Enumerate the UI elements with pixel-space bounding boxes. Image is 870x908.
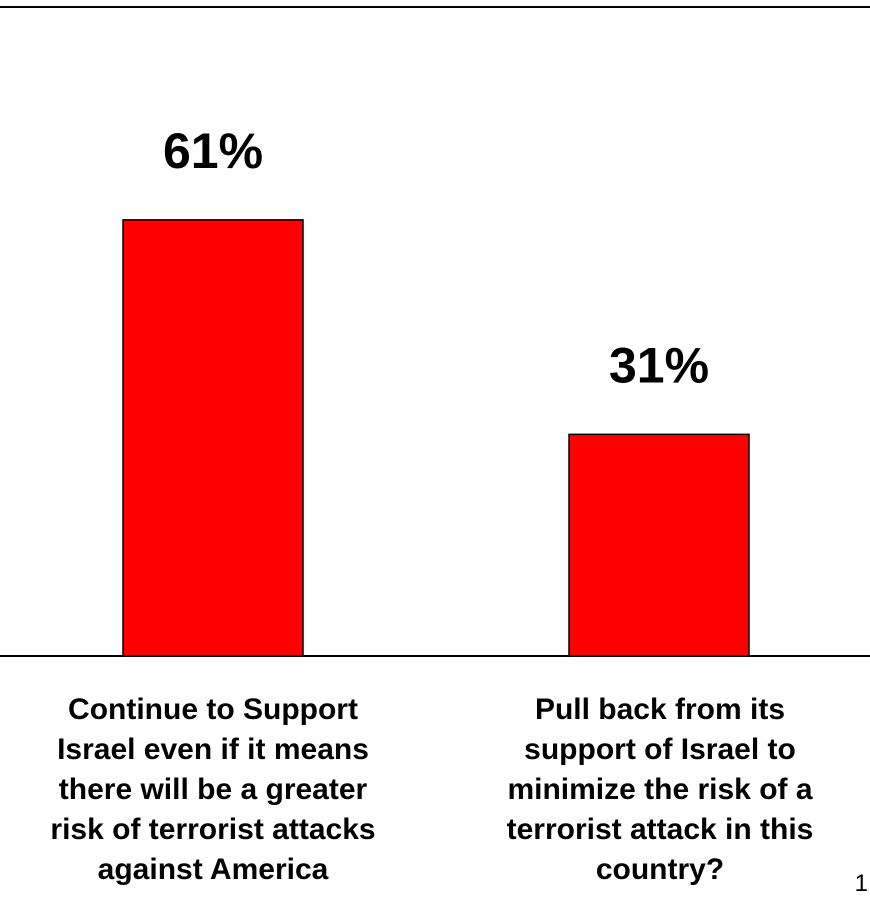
category-label-line: support of Israel to [524,733,796,766]
category-label-line: there will be a greater [58,773,368,806]
category-label-line: minimize the risk of a [507,773,813,806]
category-label-line: against America [97,853,329,886]
bar-0 [122,219,304,657]
category-label-line: terrorist attack in this [506,813,814,846]
category-label-line: Israel even if it means [57,733,369,766]
category-label-line: country? [595,853,725,886]
category-label-1: Pull back from its support of Israel to mi… [460,690,860,890]
bars: 61% 31% [122,123,750,657]
data-label-1: 31% [609,337,709,393]
category-label-line: risk of terrorist attacks [50,813,376,846]
data-label-0: 61% [163,123,263,179]
page-number: 1 [854,870,868,897]
category-label-line: Pull back from its [534,693,786,726]
category-label-0: Continue to Support Israel even if it mea… [13,690,413,890]
bar-1 [568,433,750,657]
category-label-line: Continue to Support [68,693,358,726]
bar-chart: 61% 31% [0,6,870,657]
